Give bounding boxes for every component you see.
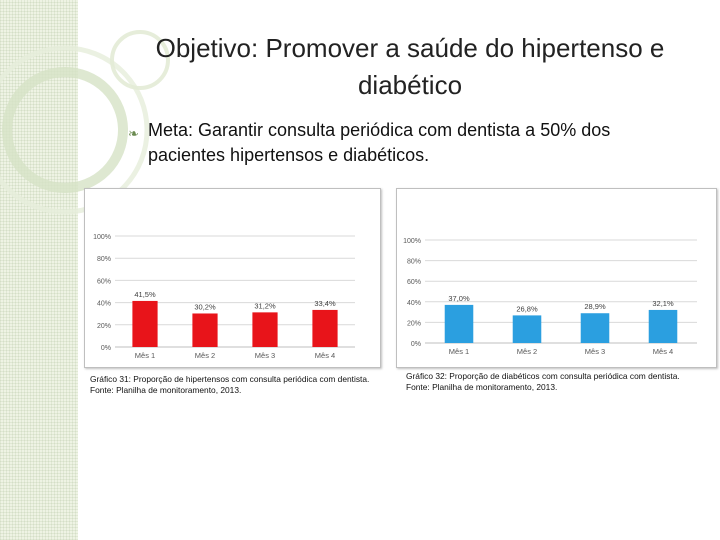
data-label: 41,5% [134, 290, 156, 299]
fleuron-bullet-icon: ❧ [128, 126, 139, 141]
bar [132, 300, 158, 347]
caption-source: Fonte: Planilha de monitoramento, 2013. [90, 385, 242, 395]
y-tick-label: 80% [97, 256, 111, 263]
y-tick-label: 40% [97, 301, 111, 308]
y-tick-label: 100% [93, 234, 111, 241]
data-label: 30,2% [194, 302, 216, 311]
y-tick-label: 0% [411, 341, 421, 348]
data-label: 28,9% [584, 302, 606, 311]
bullet-text: Meta: Garantir consulta periódica com de… [148, 120, 611, 165]
data-label: 31,2% [254, 301, 276, 310]
data-label: 32,1% [652, 299, 674, 308]
y-tick-label: 80% [407, 259, 421, 266]
y-tick-label: 0% [101, 345, 111, 352]
caption-chart-31: Gráfico 31: Proporção de hipertensos com… [90, 374, 380, 396]
y-tick-label: 40% [407, 300, 421, 307]
data-label: 26,8% [516, 304, 538, 313]
caption-source: Fonte: Planilha de monitoramento, 2013. [406, 382, 558, 392]
y-tick-label: 20% [407, 320, 421, 327]
chart-diabeticos-plot: 0% 20% 40% 60% 80% 100% 37,0% Mês 1 26,8% Mês 2 28… [403, 238, 697, 356]
title-prefix: Objetivo: [155, 33, 266, 63]
x-tick-label: Mês 1 [449, 347, 469, 356]
bar [648, 309, 678, 343]
x-tick-label: Mês 4 [653, 347, 673, 356]
bar [252, 312, 278, 347]
x-tick-label: Mês 2 [195, 351, 215, 360]
bar [192, 313, 218, 347]
y-tick-label: 20% [97, 323, 111, 330]
y-tick-label: 60% [407, 279, 421, 286]
x-tick-label: Mês 2 [517, 347, 537, 356]
bar [444, 304, 474, 343]
y-tick-label: 60% [97, 278, 111, 285]
title-main: Promover a saúde do hipertenso e diabéti… [265, 33, 665, 100]
caption-chart-32: Gráfico 32: Proporção de diabéticos com … [406, 371, 706, 393]
bullet-item: ❧ Meta: Garantir consulta periódica com … [128, 118, 692, 168]
x-tick-label: Mês 3 [255, 351, 275, 360]
slide-title: Objetivo: Promover a saúde do hipertenso… [150, 30, 670, 104]
x-tick-label: Mês 3 [585, 347, 605, 356]
data-label: 33,4% [314, 299, 336, 308]
bar [312, 309, 338, 347]
x-tick-label: Mês 4 [315, 351, 335, 360]
chart-diabeticos: 0% 20% 40% 60% 80% 100% 37,0% Mês 1 26,8% Mês 2 28… [396, 188, 717, 368]
x-tick-label: Mês 1 [135, 351, 155, 360]
bar [512, 315, 542, 343]
bar [580, 313, 610, 343]
caption-text: Gráfico 31: Proporção de hipertensos com… [90, 374, 370, 384]
chart-hipertensos: 0% 20% 40% 60% 80% 100% 41,5% Mês 1 30,2% Mês 2 31… [84, 188, 381, 368]
chart-hipertensos-plot: 0% 20% 40% 60% 80% 100% 41,5% Mês 1 30,2% Mês 2 31… [93, 234, 355, 360]
y-tick-label: 100% [403, 238, 421, 245]
decorative-side-panel [0, 0, 78, 540]
data-label: 37,0% [448, 294, 470, 303]
caption-text: Gráfico 32: Proporção de diabéticos com … [406, 371, 680, 381]
